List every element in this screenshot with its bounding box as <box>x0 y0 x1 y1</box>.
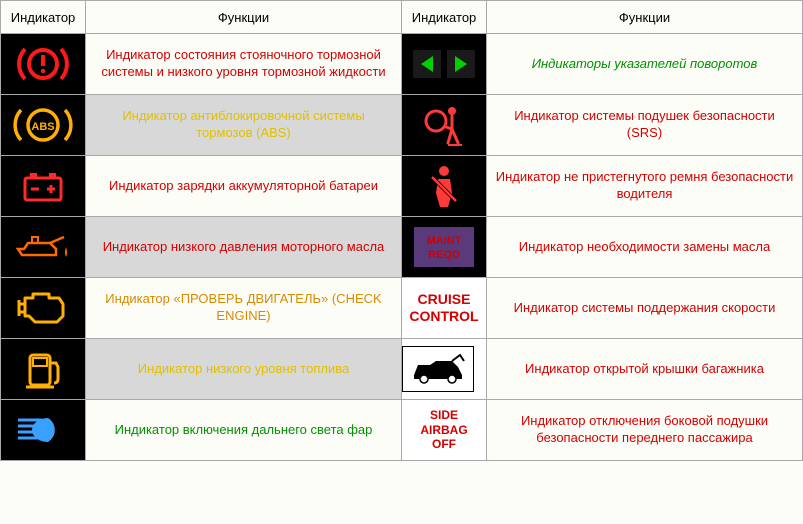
header-row: Индикатор Функции Индикатор Функции <box>1 1 803 34</box>
high-beam-icon <box>1 400 86 461</box>
function-description: Индикатор необходимости замены масла <box>487 217 803 278</box>
svg-text:REQD: REQD <box>428 249 460 261</box>
oil-icon <box>1 217 86 278</box>
function-description: Индикатор открытой крышки багажника <box>487 339 803 400</box>
header-indicator-left: Индикатор <box>1 1 86 34</box>
function-description: Индикатор низкого давления моторного мас… <box>86 217 402 278</box>
function-description: Индикатор системы поддержания скорости <box>487 278 803 339</box>
header-indicator-right: Индикатор <box>402 1 487 34</box>
function-description: Индикаторы указателей поворотов <box>487 34 803 95</box>
function-description: Индикатор «ПРОВЕРЬ ДВИГАТЕЛЬ» (CHECK ENG… <box>86 278 402 339</box>
fuel-icon <box>1 339 86 400</box>
table-row: Индикатор низкого уровня топлива Индикат… <box>1 339 803 400</box>
abs-icon: ABS <box>1 95 86 156</box>
table-row: Индикатор низкого давления моторного мас… <box>1 217 803 278</box>
battery-icon <box>1 156 86 217</box>
svg-text:ABS: ABS <box>31 121 54 133</box>
function-description: Индикатор не пристегнутого ремня безопас… <box>487 156 803 217</box>
function-description: Индикатор низкого уровня топлива <box>86 339 402 400</box>
maint-reqd-icon: MAINT REQD <box>402 217 487 278</box>
indicator-table: Индикатор Функции Индикатор Функции Инди… <box>0 0 803 461</box>
airbag-icon <box>402 95 487 156</box>
function-description: Индикатор отключения боковой подушки без… <box>487 400 803 461</box>
table-row: Индикатор состояния стояночного тормозно… <box>1 34 803 95</box>
brake-warning-icon <box>1 34 86 95</box>
svg-text:MAINT: MAINT <box>427 235 462 247</box>
turn-signals-icon <box>402 34 487 95</box>
function-description: Индикатор системы подушек безопасности (… <box>487 95 803 156</box>
trunk-open-icon <box>402 339 487 400</box>
seatbelt-icon <box>402 156 487 217</box>
cruise-control-icon: CRUISECONTROL <box>402 278 487 339</box>
function-description: Индикатор включения дальнего света фар <box>86 400 402 461</box>
function-description: Индикатор состояния стояночного тормозно… <box>86 34 402 95</box>
check-engine-icon <box>1 278 86 339</box>
table-row: Индикатор зарядки аккумуляторной батареи… <box>1 156 803 217</box>
table-row: Индикатор «ПРОВЕРЬ ДВИГАТЕЛЬ» (CHECK ENG… <box>1 278 803 339</box>
function-description: Индикатор антиблокировочной системы торм… <box>86 95 402 156</box>
side-airbag-off-icon: SIDEAIRBAGOFF <box>402 400 487 461</box>
header-functions-left: Функции <box>86 1 402 34</box>
function-description: Индикатор зарядки аккумуляторной батареи <box>86 156 402 217</box>
table-row: ABS Индикатор антиблокировочной системы … <box>1 95 803 156</box>
table-row: Индикатор включения дальнего света фарSI… <box>1 400 803 461</box>
header-functions-right: Функции <box>487 1 803 34</box>
